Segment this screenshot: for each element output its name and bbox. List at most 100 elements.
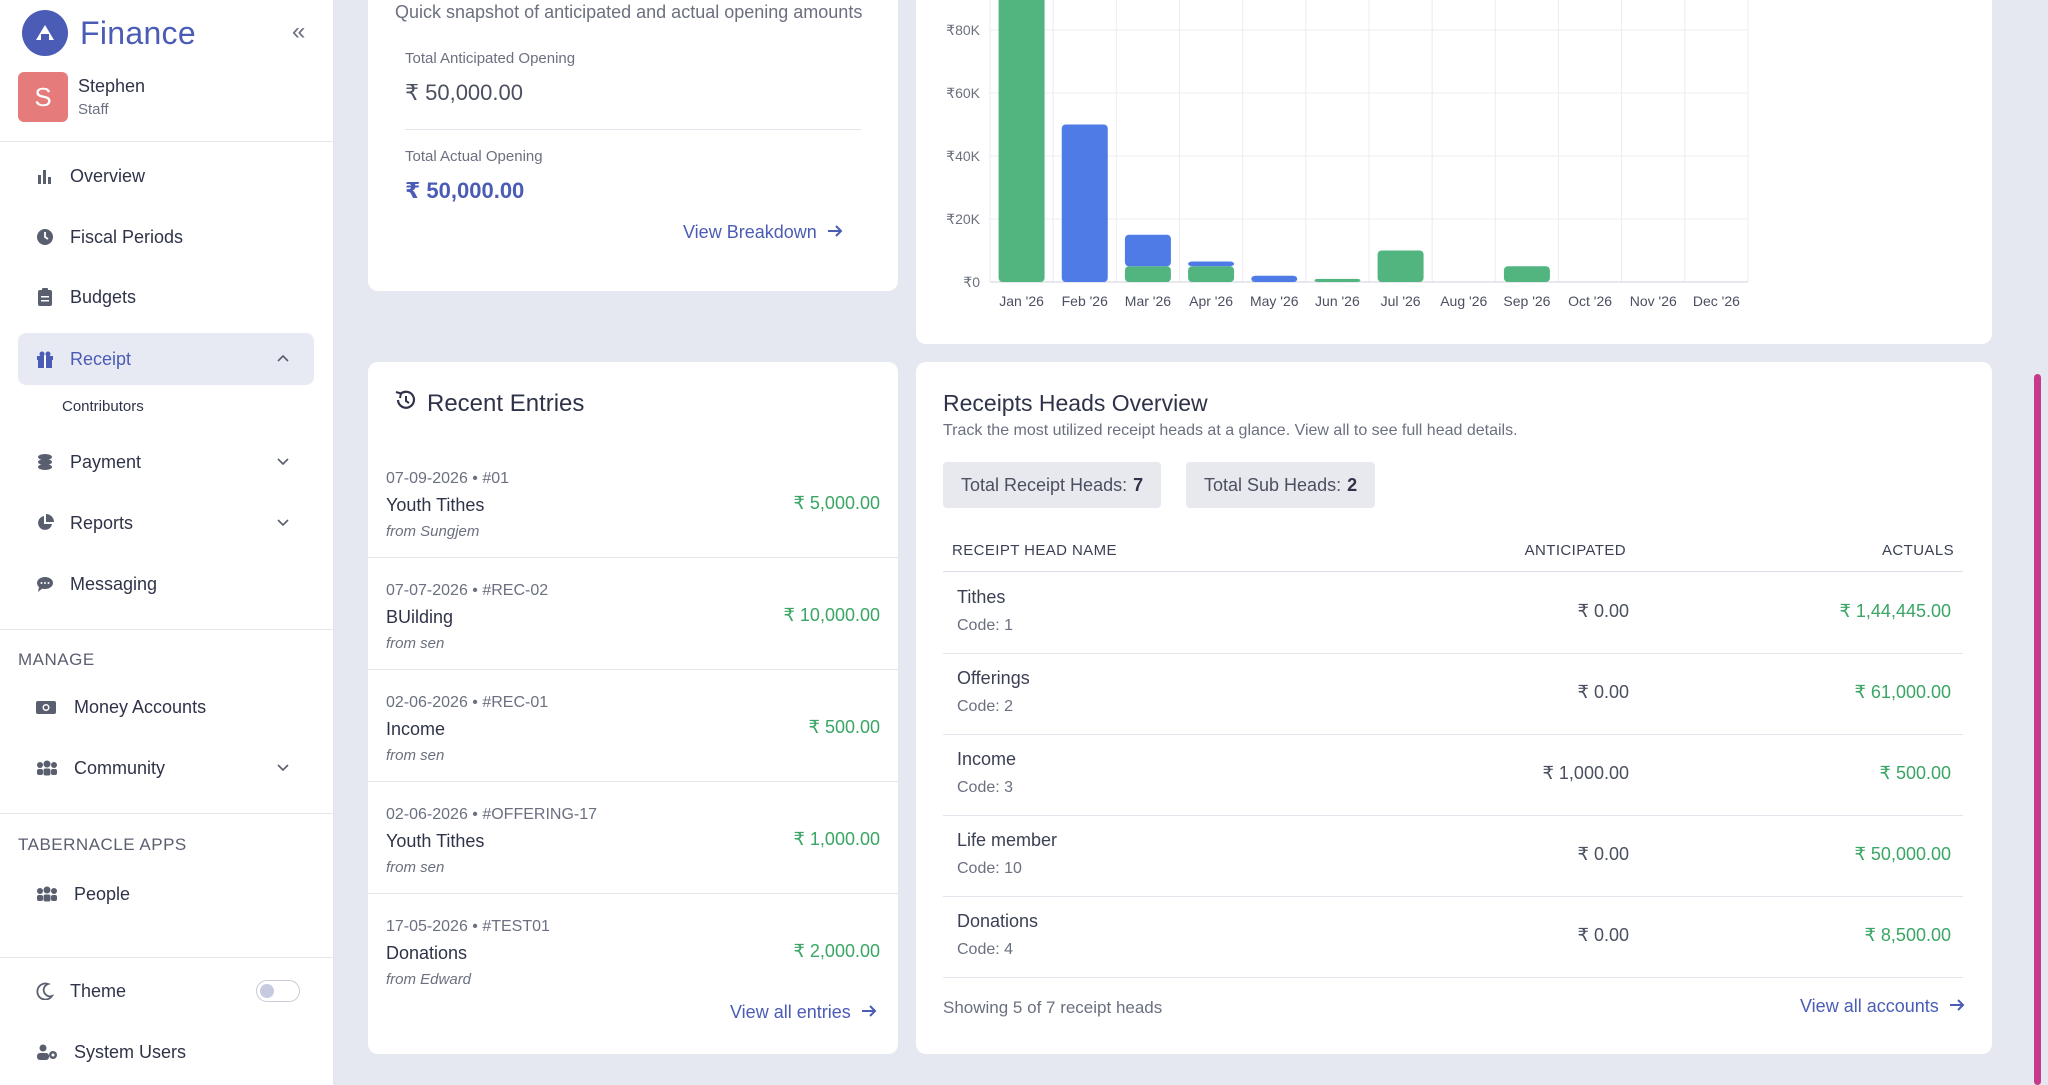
bar-series-0-2 <box>1124 266 1171 282</box>
user-profile[interactable]: S Stephen Staff <box>18 72 145 122</box>
chat-icon <box>34 573 56 595</box>
user-name: Stephen <box>78 76 146 96</box>
head-anticipated: ₹ 0.00 <box>1577 601 1630 621</box>
nav-money-accounts[interactable]: Money Accounts <box>18 681 314 733</box>
head-anticipated: ₹ 0.00 <box>1577 682 1630 702</box>
column-header-actuals: ACTUALS <box>1882 542 1954 559</box>
view-breakdown-link[interactable]: View Breakdown <box>683 222 843 243</box>
list-item[interactable]: 02-06-2026 • #OFFERING-17 Youth Tithes fro… <box>368 782 898 894</box>
nav-overview[interactable]: Overview <box>18 150 314 202</box>
list-item[interactable]: 02-06-2026 • #REC-01 Income from sen ₹ 500.… <box>368 670 898 782</box>
y-tick-label: ₹60K <box>946 85 980 101</box>
table-row[interactable]: Offerings Code: 2 ₹ 0.00 ₹ 61,000.00 <box>943 654 1963 735</box>
entry-from: from sen <box>386 635 445 652</box>
snapshot-subtitle: Quick snapshot of anticipated and actual… <box>395 2 863 22</box>
nav-receipt-label: Receipt <box>70 348 132 369</box>
divider <box>0 141 334 142</box>
table-row[interactable]: Life member Code: 10 ₹ 0.00 ₹ 50,000.00 <box>943 816 1963 897</box>
x-tick-label: Aug '26 <box>1440 293 1487 309</box>
nav-fiscal-periods[interactable]: Fiscal Periods <box>18 211 314 263</box>
x-tick-label: Jul '26 <box>1381 293 1421 309</box>
x-tick-label: Dec '26 <box>1693 293 1740 309</box>
view-all-entries-link[interactable]: View all entries <box>730 1002 877 1023</box>
theme-toggle[interactable] <box>256 980 300 1002</box>
entry-from: from sen <box>386 747 445 764</box>
user-role: Staff <box>78 101 109 118</box>
bar-series-1-4 <box>1251 275 1298 282</box>
nav-reports[interactable]: Reports <box>18 497 314 549</box>
head-code: Code: 10 <box>957 860 1022 877</box>
coins-icon <box>34 451 56 473</box>
nav-messaging[interactable]: Messaging <box>18 558 314 610</box>
nav-system-users-label: System Users <box>74 1041 187 1062</box>
column-header-anticipated: ANTICIPATED <box>1524 542 1626 559</box>
head-code: Code: 2 <box>957 698 1014 715</box>
entry-amount: ₹ 2,000.00 <box>793 941 880 961</box>
entry-name: Youth Tithes <box>386 831 485 851</box>
nav-people[interactable]: People <box>18 868 314 920</box>
table-row[interactable]: Donations Code: 4 ₹ 0.00 ₹ 8,500.00 <box>943 897 1963 978</box>
nav-receipt[interactable]: Receipt <box>18 333 314 385</box>
head-code: Code: 1 <box>957 617 1014 634</box>
view-all-entries-label: View all entries <box>730 1002 851 1022</box>
nav-theme: Theme <box>18 965 314 1017</box>
y-tick-label: ₹80K <box>946 22 980 38</box>
total-receipt-heads-value: 7 <box>1133 474 1144 495</box>
entry-meta: 17-05-2026 • #TEST01 <box>386 918 550 935</box>
bar-series-0-8 <box>1503 266 1550 282</box>
head-name: Tithes <box>957 587 1006 607</box>
table-row[interactable]: Tithes Code: 1 ₹ 0.00 ₹ 1,44,445.00 <box>943 573 1963 654</box>
pie-chart-icon <box>34 512 56 534</box>
list-item[interactable]: 17-05-2026 • #TEST01 Donations from Edward… <box>368 894 898 1006</box>
collapse-sidebar-icon[interactable]: « <box>292 18 306 45</box>
section-manage: MANAGE <box>18 650 95 669</box>
toggle-knob <box>260 984 274 998</box>
brand-logo-icon <box>22 10 68 56</box>
brand-title: Finance <box>80 14 196 51</box>
total-sub-heads-badge: Total Sub Heads: 2 <box>1186 462 1376 508</box>
entry-meta: 07-09-2026 • #01 <box>386 470 510 487</box>
head-actual: ₹ 1,44,445.00 <box>1839 601 1951 621</box>
column-header-name: RECEIPT HEAD NAME <box>952 542 1117 559</box>
list-item[interactable]: 07-09-2026 • #01 Youth Tithes from Sungjem… <box>368 446 898 558</box>
table-row[interactable]: Income Code: 3 ₹ 1,000.00 ₹ 500.00 <box>943 735 1963 816</box>
head-anticipated: ₹ 0.00 <box>1577 844 1630 864</box>
avatar: S <box>18 72 68 122</box>
chevron-up-icon <box>276 349 290 370</box>
page-scrollbar[interactable] <box>2034 374 2041 1085</box>
view-all-accounts-link[interactable]: View all accounts <box>1800 996 1965 1017</box>
entry-meta: 02-06-2026 • #OFFERING-17 <box>386 806 598 823</box>
nav-money-accounts-label: Money Accounts <box>74 696 207 717</box>
nav-budgets[interactable]: Budgets <box>18 271 314 323</box>
nav-community-label: Community <box>74 757 166 778</box>
nav-community[interactable]: Community <box>18 742 314 794</box>
nav-contributors[interactable]: Contributors <box>62 398 144 415</box>
nav-payment[interactable]: Payment <box>18 436 314 488</box>
head-anticipated: ₹ 0.00 <box>1577 925 1630 945</box>
list-item[interactable]: 07-07-2026 • #REC-02 BUilding from sen ₹ 10… <box>368 558 898 670</box>
nav-people-label: People <box>74 883 131 904</box>
head-name: Income <box>957 749 1017 769</box>
bar-series-0-0 <box>998 0 1045 282</box>
arrow-right-icon <box>1949 996 1965 1017</box>
head-name: Life member <box>957 830 1058 850</box>
entry-amount: ₹ 10,000.00 <box>783 605 880 625</box>
chevron-down-icon <box>276 513 290 534</box>
entry-meta: 07-07-2026 • #REC-02 <box>386 582 549 599</box>
nav-system-users[interactable]: System Users <box>18 1026 314 1078</box>
receipt-heads-title: Receipts Heads Overview <box>943 390 1208 416</box>
x-tick-label: Sep '26 <box>1503 293 1550 309</box>
x-tick-label: Oct '26 <box>1568 293 1612 309</box>
arrow-right-icon <box>861 1002 877 1023</box>
divider <box>405 129 861 130</box>
x-tick-label: Apr '26 <box>1189 293 1233 309</box>
entry-name: BUilding <box>386 607 454 627</box>
total-sub-heads-value: 2 <box>1347 474 1358 495</box>
chevron-down-icon <box>276 758 290 779</box>
gift-icon <box>34 348 56 370</box>
y-tick-label: ₹40K <box>946 148 980 164</box>
head-code: Code: 4 <box>957 941 1014 958</box>
head-name: Offerings <box>957 668 1030 688</box>
brand[interactable]: Finance <box>22 10 196 56</box>
entry-from: from sen <box>386 859 445 876</box>
